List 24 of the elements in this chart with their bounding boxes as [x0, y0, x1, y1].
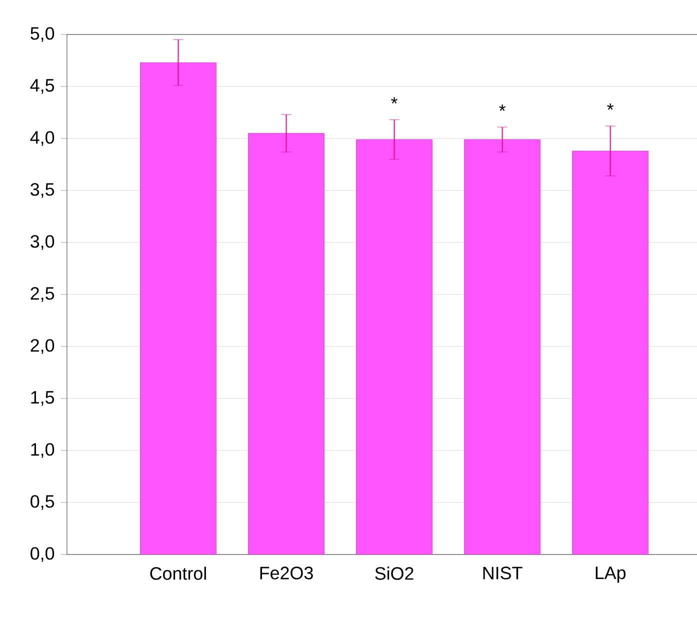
bar	[464, 139, 541, 555]
bar	[140, 62, 216, 555]
y-tick-label: 3,0	[30, 235, 54, 250]
y-tick-label: 1,5	[31, 391, 54, 406]
bar	[248, 133, 324, 555]
annotation: *	[499, 104, 506, 111]
y-tick-label: 1,0	[31, 443, 54, 458]
y-tick-label: 2,0	[30, 339, 54, 354]
y-tick-label: 3,5	[30, 183, 54, 198]
x-tick-label: Control	[150, 566, 206, 580]
annotation: *	[391, 97, 398, 104]
y-tick-label: 4,5	[30, 79, 54, 94]
x-tick-label: LAp	[596, 566, 626, 583]
x-tick-label: NIST	[483, 566, 522, 580]
y-tick-label: 0,5	[30, 495, 54, 510]
annotation: *	[607, 104, 614, 110]
bar	[572, 150, 649, 555]
y-tick-label: 5,0	[30, 27, 54, 42]
y-tick-label: 4,0	[30, 131, 54, 146]
y-tick-label: 0,0	[30, 547, 54, 562]
y-tick-label: 2,5	[30, 287, 54, 302]
x-tick-label: SiO2	[375, 566, 414, 580]
x-tick-label: Fe2O3	[260, 566, 313, 580]
bar	[356, 139, 432, 555]
